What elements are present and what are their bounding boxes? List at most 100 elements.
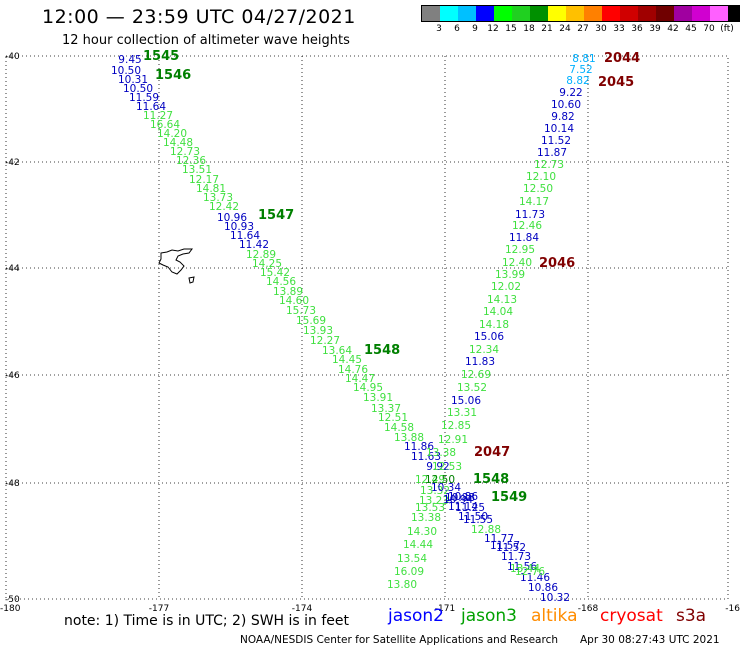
wave-height-value: 12.73 [170, 146, 200, 158]
latitude-label: -42 [5, 158, 20, 168]
wave-height-value: 10.50 [111, 65, 141, 77]
wave-height-value: 13.73 [203, 192, 233, 204]
longitude-label: -16 [725, 604, 740, 614]
wave-height-value: 11.59 [129, 92, 159, 104]
wave-height-value: 12.76 [515, 566, 545, 578]
longitude-label: -177 [149, 604, 169, 614]
wave-height-value: 11.55 [463, 514, 493, 526]
legend-tick: 18 [523, 24, 535, 34]
wave-height-value: 14.44 [403, 539, 433, 551]
wave-height-value: 13.89 [273, 286, 303, 298]
satellite-jason3: jason3 [461, 606, 517, 626]
wave-height-value: 12.89 [246, 249, 276, 261]
islet-shape [188, 276, 195, 284]
wave-height-value: 13.64 [322, 345, 352, 357]
wave-height-value: 14.76 [338, 364, 368, 376]
wave-height-value: 14.45 [332, 354, 362, 366]
wave-height-value: 14.20 [157, 128, 187, 140]
wave-height-value: 10.94 [443, 494, 473, 506]
wave-height-value: 10.31 [118, 74, 148, 86]
legend-swatch-8 [566, 6, 584, 21]
wave-height-value: 11.63 [411, 451, 441, 463]
satellite-s3a: s3a [676, 606, 707, 626]
wave-height-value: 14.30 [407, 526, 437, 538]
wave-height-value: 8.82 [566, 75, 589, 87]
wave-height-value: 13.38 [426, 447, 456, 459]
wave-height-value: 15.69 [296, 315, 326, 327]
wave-height-value: 11.42 [239, 239, 269, 251]
wave-height-value: 12.34 [469, 344, 499, 356]
wave-height-value: 13.44 [510, 563, 540, 575]
legend-tick: 42 [667, 24, 679, 34]
wave-height-value: 12.91 [438, 434, 468, 446]
wave-height-value: 13.93 [303, 325, 333, 337]
island-outline [158, 248, 195, 284]
legend-tick: 3 [436, 24, 442, 34]
wave-height-value: 11.14 [448, 501, 478, 513]
legend-tick: 9 [472, 24, 478, 34]
wave-height-value: 14.17 [519, 196, 549, 208]
latitude-label: -44 [5, 264, 20, 274]
wave-height-value: 7.52 [569, 64, 592, 76]
wave-height-value: 8.81 [572, 53, 595, 65]
legend-tick: 24 [559, 24, 571, 34]
wave-height-value: 11.56 [507, 561, 537, 573]
wave-height-value: 14.81 [196, 183, 226, 195]
island-shape [158, 248, 193, 275]
wave-height-value: 10.86 [528, 582, 558, 594]
wave-height-value: 9.82 [551, 111, 574, 123]
legend-swatch-5 [512, 6, 530, 21]
wave-height-value: 12.36 [176, 155, 206, 167]
wave-height-value: 14.04 [483, 306, 513, 318]
orbit-number: 1546 [155, 68, 191, 83]
wave-height-value: 11.25 [455, 502, 485, 514]
latitude-label: -50 [5, 595, 20, 605]
wave-height-value: 13.52 [457, 382, 487, 394]
satellite-altika: altika [531, 606, 578, 626]
legend-swatch-17 [728, 6, 740, 21]
legend-swatch-16 [710, 6, 728, 21]
legend-swatch-10 [602, 6, 620, 21]
legend-tick: 70 [703, 24, 715, 34]
legend-swatch-15 [692, 6, 710, 21]
wave-height-value: 14.95 [353, 382, 383, 394]
wave-height-value: 14.56 [266, 276, 296, 288]
wave-height-value: 9.22 [559, 87, 582, 99]
legend-swatch-9 [584, 6, 602, 21]
longitude-label: -174 [292, 604, 313, 614]
wave-height-value: 13.31 [447, 407, 477, 419]
wave-height-value: 12.85 [441, 420, 471, 432]
wave-height-value: 11.73 [501, 551, 531, 563]
wave-height-value: 15.73 [286, 305, 316, 317]
wave-height-value: 14.18 [479, 319, 509, 331]
wave-height-value: 11.50 [458, 511, 488, 523]
wave-height-value: 12.95 [505, 244, 535, 256]
wave-height-value: 13.37 [371, 403, 401, 415]
orbit-number: 1545 [143, 49, 179, 64]
wave-height-value: 10.50 [123, 83, 153, 95]
legend-swatch-4 [494, 6, 512, 21]
timestamp: Apr 30 08:27:43 UTC 2021 [580, 634, 720, 646]
latitude-label: -40 [5, 52, 20, 62]
legend-swatch-1 [440, 6, 458, 21]
legend-tick: (ft) [720, 24, 734, 34]
orbit-number: 1547 [258, 208, 294, 223]
legend-ticks: 3 6 9 12 15 18 21 24 27 30 33 36 39 42 45 70 (ft) [421, 22, 740, 36]
wave-height-value: 12.10 [526, 171, 556, 183]
longitude-label: -171 [435, 604, 455, 614]
longitude-label: -180 [0, 604, 21, 614]
wave-height-value: 12.73 [534, 159, 564, 171]
wave-height-value: 11.27 [143, 110, 173, 122]
legend-tick: 39 [649, 24, 661, 34]
legend-swatch-14 [674, 6, 692, 21]
wave-height-value: 9.45 [118, 54, 141, 66]
wave-height-value: 13.38 [411, 512, 441, 524]
legend-swatch-3 [476, 6, 494, 21]
wave-height-value: 13.91 [363, 392, 393, 404]
wave-height-value: 10.14 [544, 123, 574, 135]
altimeter-tracks: 9.4510.5010.3110.5011.5911.6411.2716.641… [111, 53, 596, 604]
legend-tick: 33 [613, 24, 625, 34]
wave-height-value: 13.99 [495, 269, 525, 281]
legend-swatch-11 [620, 6, 638, 21]
wave-height-value: 15.42 [260, 267, 290, 279]
